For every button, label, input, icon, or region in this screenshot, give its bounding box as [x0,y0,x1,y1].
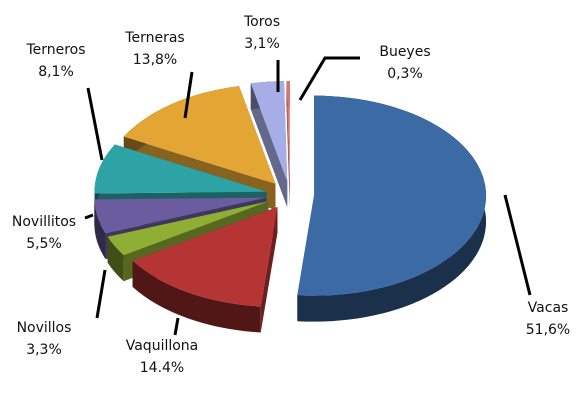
slice-label: Terneras [124,30,184,46]
leader-line [298,56,360,101]
leader-line [173,317,180,336]
slice [250,81,288,208]
slice-label: Toros [243,14,280,30]
slice-wall [107,201,269,263]
slice-label: Vacas [528,300,569,316]
value-label: 3,1% [244,36,280,52]
slice [286,81,290,208]
value-label: 8,1% [38,64,74,80]
slice-wall [286,81,290,208]
slice-label: Bueyes [379,44,430,60]
leader-lines [84,56,532,336]
slice-label: Novillos [17,320,72,336]
value-label: 5,5% [26,236,62,252]
slice-label: Terneros [25,42,85,58]
slice [297,95,487,322]
slice-top [286,81,290,182]
slice-wall [260,206,278,333]
leader-line [86,87,104,161]
value-label: 13,8% [133,52,177,68]
leader-line [95,269,107,319]
slice-top [297,95,487,296]
slice-side [107,236,124,282]
slice-top [132,206,278,307]
slice-label: Novillitos [12,214,76,230]
slice-wall [250,83,288,208]
leader-line [503,194,532,296]
pie [94,81,487,333]
leader-line [183,71,194,119]
slice-side [132,260,261,333]
leader-line [84,213,94,220]
slice-side [94,199,106,260]
slice-top [94,144,267,194]
value-label: 3,3% [26,342,62,358]
slice-top [94,197,267,234]
slice-top [123,86,276,184]
value-label: 14.4% [140,360,184,376]
slice-top [250,81,288,182]
slice [132,206,278,333]
value-label: 0,3% [387,66,423,82]
slice-label: Vaquillona [126,338,199,354]
value-label: 51,6% [526,322,570,338]
slice-top [107,201,269,256]
